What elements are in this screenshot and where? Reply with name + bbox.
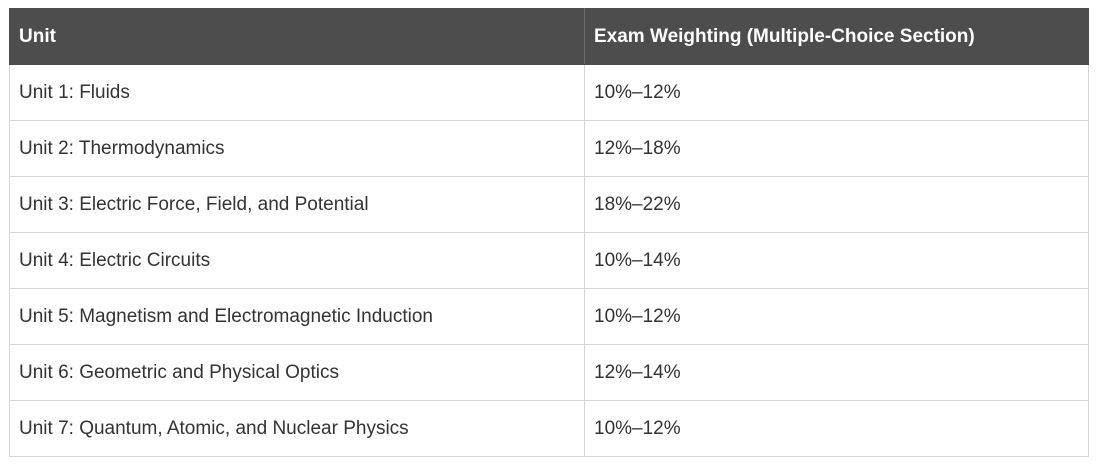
unit-cell: Unit 6: Geometric and Physical Optics	[9, 344, 585, 401]
table-row: Unit 2: Thermodynamics 12%–18%	[9, 120, 1089, 177]
table-row: Unit 5: Magnetism and Electromagnetic In…	[9, 288, 1089, 345]
unit-cell: Unit 3: Electric Force, Field, and Poten…	[9, 176, 585, 233]
table-row: Unit 4: Electric Circuits 10%–14%	[9, 232, 1089, 289]
unit-cell: Unit 4: Electric Circuits	[9, 232, 585, 289]
table-row: Unit 7: Quantum, Atomic, and Nuclear Phy…	[9, 400, 1089, 457]
weighting-cell: 10%–12%	[584, 64, 1089, 121]
unit-cell: Unit 7: Quantum, Atomic, and Nuclear Phy…	[9, 400, 585, 457]
weighting-cell: 10%–12%	[584, 400, 1089, 457]
header-unit: Unit	[9, 8, 585, 65]
unit-cell: Unit 5: Magnetism and Electromagnetic In…	[9, 288, 585, 345]
table-row: Unit 3: Electric Force, Field, and Poten…	[9, 176, 1089, 233]
weighting-cell: 12%–14%	[584, 344, 1089, 401]
unit-cell: Unit 2: Thermodynamics	[9, 120, 585, 177]
table-row: Unit 1: Fluids 10%–12%	[9, 64, 1089, 121]
header-exam-weighting: Exam Weighting (Multiple-Choice Section)	[584, 8, 1089, 65]
weighting-cell: 10%–12%	[584, 288, 1089, 345]
exam-weighting-table-container: Unit Exam Weighting (Multiple-Choice Sec…	[9, 8, 1089, 457]
weighting-cell: 10%–14%	[584, 232, 1089, 289]
table-header-row: Unit Exam Weighting (Multiple-Choice Sec…	[9, 8, 1089, 65]
table-row: Unit 6: Geometric and Physical Optics 12…	[9, 344, 1089, 401]
weighting-cell: 18%–22%	[584, 176, 1089, 233]
unit-cell: Unit 1: Fluids	[9, 64, 585, 121]
weighting-cell: 12%–18%	[584, 120, 1089, 177]
exam-weighting-table: Unit Exam Weighting (Multiple-Choice Sec…	[9, 8, 1089, 457]
